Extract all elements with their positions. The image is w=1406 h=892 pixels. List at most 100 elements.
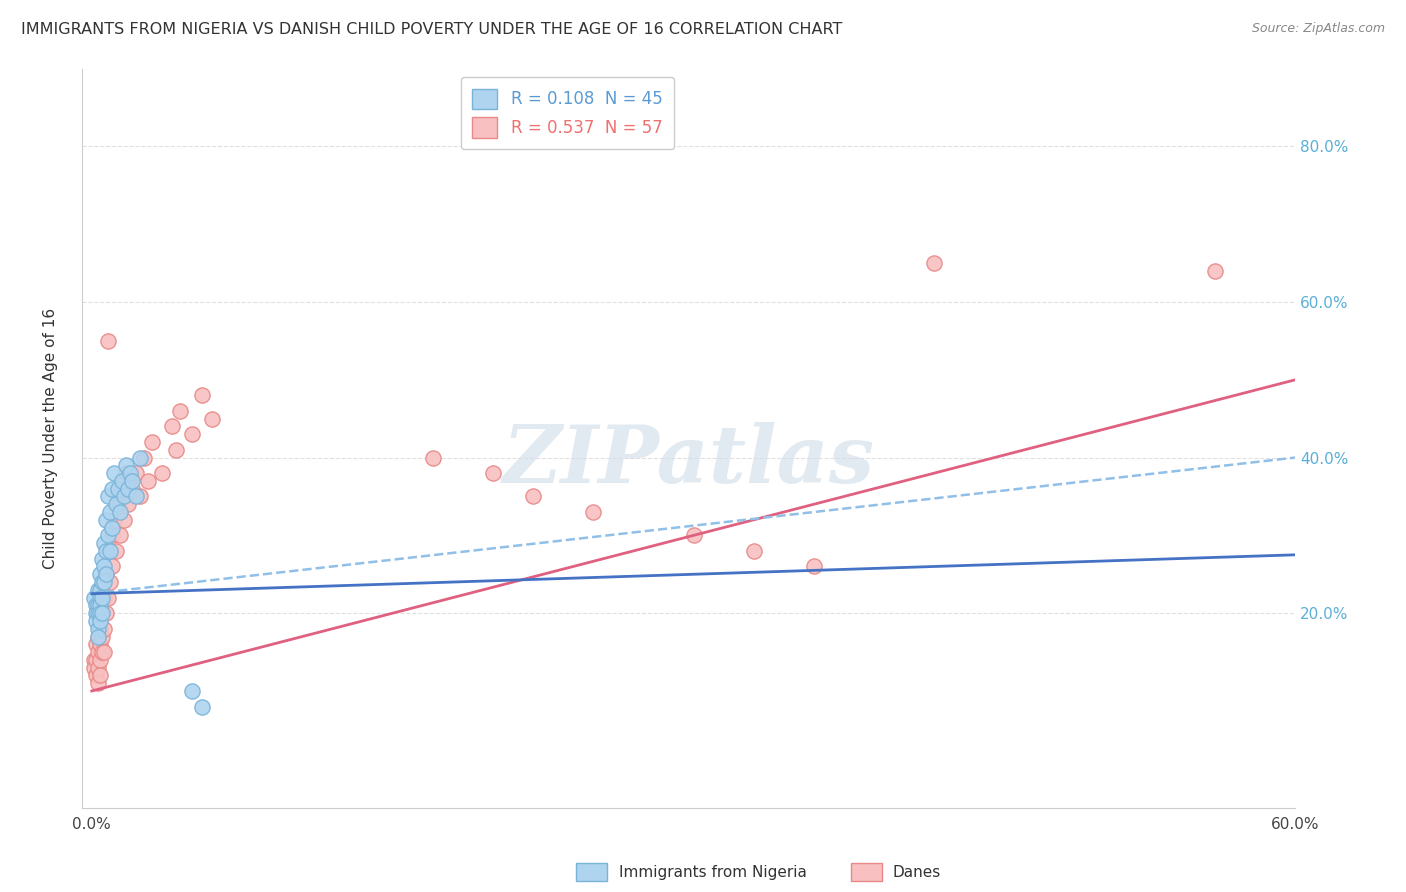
Point: [87, 645, 110, 659]
Point: [90, 606, 112, 620]
Point: [191, 388, 214, 402]
Point: [89, 614, 111, 628]
Point: [90, 591, 112, 605]
Point: [165, 442, 187, 457]
Point: [98, 544, 121, 558]
Point: [117, 482, 139, 496]
Point: [87, 582, 110, 597]
Y-axis label: Child Poverty Under the Age of 16: Child Poverty Under the Age of 16: [44, 308, 58, 569]
Point: [129, 490, 152, 504]
Point: [101, 559, 124, 574]
Legend: R = 0.108  N = 45, R = 0.537  N = 57: R = 0.108 N = 45, R = 0.537 N = 57: [461, 77, 673, 149]
Point: [84, 599, 107, 613]
Point: [87, 606, 110, 620]
Point: [103, 466, 125, 480]
Point: [125, 466, 148, 480]
Point: [201, 411, 224, 425]
Point: [97, 528, 120, 542]
Point: [522, 490, 544, 504]
Point: [125, 490, 148, 504]
Point: [94, 567, 117, 582]
Point: [132, 450, 155, 465]
Point: [121, 474, 143, 488]
Point: [97, 334, 120, 348]
Point: [107, 497, 129, 511]
Text: Immigrants from Nigeria: Immigrants from Nigeria: [619, 865, 807, 880]
Point: [90, 575, 112, 590]
Point: [93, 645, 115, 659]
Text: Danes: Danes: [893, 865, 941, 880]
Point: [112, 513, 135, 527]
Point: [582, 505, 605, 519]
Point: [83, 660, 105, 674]
Point: [107, 482, 129, 496]
Point: [1204, 264, 1226, 278]
Text: ZIPatlas: ZIPatlas: [502, 422, 875, 499]
Point: [90, 551, 112, 566]
Point: [89, 599, 111, 613]
Point: [803, 559, 825, 574]
Point: [422, 450, 444, 465]
Point: [101, 528, 124, 542]
Point: [121, 482, 143, 496]
Point: [90, 630, 112, 644]
Point: [83, 591, 105, 605]
Point: [118, 466, 141, 480]
Point: [89, 653, 111, 667]
Point: [89, 582, 111, 597]
Point: [84, 637, 107, 651]
Point: [150, 466, 173, 480]
Point: [83, 653, 105, 667]
Point: [191, 699, 214, 714]
Point: [98, 505, 121, 519]
Point: [104, 497, 127, 511]
Point: [89, 567, 111, 582]
Point: [89, 591, 111, 605]
Point: [89, 637, 111, 651]
Point: [129, 450, 152, 465]
Point: [141, 435, 163, 450]
Point: [87, 660, 110, 674]
Point: [169, 404, 191, 418]
Point: [90, 606, 112, 620]
Point: [108, 505, 131, 519]
Point: [98, 575, 121, 590]
Point: [742, 544, 765, 558]
Point: [94, 567, 117, 582]
Point: [94, 544, 117, 558]
Point: [111, 482, 134, 496]
Point: [97, 490, 120, 504]
Point: [89, 606, 111, 620]
Point: [84, 668, 107, 682]
Point: [87, 599, 110, 613]
Point: [93, 622, 115, 636]
Point: [101, 482, 124, 496]
Point: [136, 474, 159, 488]
Point: [115, 466, 138, 480]
Point: [87, 676, 110, 690]
Point: [93, 591, 115, 605]
Point: [181, 684, 204, 698]
Point: [117, 497, 139, 511]
Point: [101, 520, 124, 534]
Point: [87, 630, 110, 644]
Point: [104, 544, 127, 558]
Point: [112, 490, 135, 504]
Point: [84, 614, 107, 628]
Point: [160, 419, 183, 434]
Point: [98, 544, 121, 558]
Point: [682, 528, 704, 542]
Text: Source: ZipAtlas.com: Source: ZipAtlas.com: [1251, 22, 1385, 36]
Point: [89, 622, 111, 636]
Point: [93, 559, 115, 574]
Point: [84, 653, 107, 667]
Point: [87, 630, 110, 644]
Point: [181, 427, 204, 442]
Point: [90, 645, 112, 659]
Point: [482, 466, 505, 480]
Text: IMMIGRANTS FROM NIGERIA VS DANISH CHILD POVERTY UNDER THE AGE OF 16 CORRELATION : IMMIGRANTS FROM NIGERIA VS DANISH CHILD …: [21, 22, 842, 37]
Point: [89, 668, 111, 682]
Point: [94, 606, 117, 620]
Point: [97, 591, 120, 605]
Point: [924, 256, 946, 270]
